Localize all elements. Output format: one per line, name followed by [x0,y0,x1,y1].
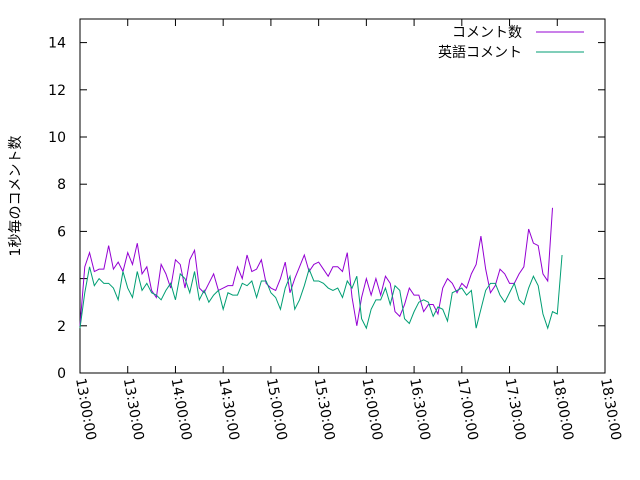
x-axis: 13:00:00 13:30:00 14:00:00 14:30:00 15:00:00… [72,19,624,442]
y-tick-label: 8 [57,177,66,193]
y-axis-title: 1秒毎のコメント数 [8,136,24,257]
x-tick-label: 16:30:00 [406,377,433,442]
x-tick-label: 13:00:00 [72,377,99,442]
y-tick-label: 4 [57,272,66,288]
y-tick-label: 0 [57,366,66,382]
x-tick-label: 16:00:00 [358,377,385,442]
series-line-1 [79,254,563,330]
y-tick-label: 10 [48,130,66,146]
x-tick-label: 14:30:00 [215,377,242,442]
x-tick-label: 18:30:00 [597,377,624,442]
legend-label: コメント数 [452,25,522,41]
series-line-0 [79,207,553,326]
legend-label: 英語コメント [438,44,522,61]
plot-frame [79,18,606,374]
x-tick-label: 14:00:00 [168,377,195,442]
x-tick-label: 15:00:00 [263,377,290,442]
y-tick-label: 12 [48,83,66,99]
y-tick-label: 14 [48,36,66,52]
y-tick-label: 2 [57,319,66,335]
x-tick-label: 13:30:00 [120,377,147,442]
y-tick-label: 6 [57,224,66,240]
series-layer [79,207,563,330]
x-tick-label: 17:30:00 [502,377,529,442]
x-tick-label: 18:00:00 [549,377,576,442]
x-tick-label: 17:00:00 [454,377,481,442]
y-axis: 0 2 4 6 8 10 12 14 [48,36,605,382]
x-tick-label: 15:30:00 [311,377,338,442]
